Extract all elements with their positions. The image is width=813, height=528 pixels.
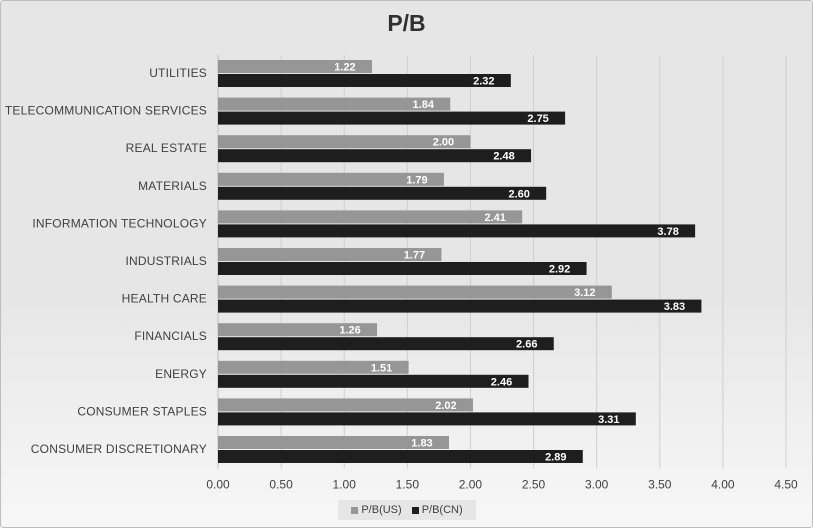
data-label: 2.60 <box>508 188 529 200</box>
bar-us <box>218 135 471 149</box>
data-label: 2.00 <box>433 137 454 149</box>
data-label: 3.78 <box>657 226 678 238</box>
legend-label-cn: P/B(CN) <box>421 504 463 516</box>
data-label: 1.22 <box>334 62 355 74</box>
bar-cn <box>218 299 702 313</box>
data-label: 2.66 <box>516 339 537 351</box>
data-label: 1.83 <box>411 438 432 450</box>
x-tick-label: 4.50 <box>774 478 798 492</box>
bar-cn <box>218 224 696 238</box>
chart-title: P/B <box>387 10 426 36</box>
data-label: 2.48 <box>493 151 514 163</box>
category-label: REAL ESTATE <box>126 141 207 155</box>
bar-cn <box>218 337 554 351</box>
data-label: 1.51 <box>371 362 392 374</box>
bar-cn <box>218 74 511 87</box>
data-label: 2.41 <box>484 212 505 224</box>
category-label: CONSUMER DISCRETIONARY <box>31 442 207 456</box>
x-tick-label: 2.00 <box>459 478 483 492</box>
bar-us <box>218 285 612 299</box>
category-label: FINANCIALS <box>134 329 207 343</box>
x-tick-label: 0.50 <box>269 478 293 492</box>
bar-us <box>218 323 378 337</box>
bar-cn <box>218 450 583 463</box>
bar-cn <box>218 186 547 200</box>
data-label: 2.89 <box>545 452 566 464</box>
category-label: ENERGY <box>155 367 207 381</box>
bar-us <box>218 360 409 374</box>
category-label: MATERIALS <box>138 179 207 193</box>
data-label: 2.75 <box>527 113 548 125</box>
data-label: 2.92 <box>549 264 570 276</box>
legend: P/B(US) P/B(CN) <box>338 500 476 520</box>
data-label: 3.83 <box>664 301 685 313</box>
bar-us <box>218 97 451 111</box>
bar-us <box>218 398 473 412</box>
bar-us <box>218 210 523 224</box>
data-label: 1.77 <box>404 250 425 262</box>
legend-item-cn: P/B(CN) <box>411 504 463 516</box>
x-tick-label: 4.00 <box>711 478 735 492</box>
data-label: 1.26 <box>339 325 360 337</box>
category-label: HEALTH CARE <box>122 292 207 306</box>
bar-cn <box>218 374 529 388</box>
legend-label-us: P/B(US) <box>361 504 402 516</box>
x-tick-label: 0.00 <box>206 478 230 492</box>
x-tick-label: 3.00 <box>585 478 609 492</box>
category-label: CONSUMER STAPLES <box>77 404 207 418</box>
legend-swatch-cn <box>411 506 419 514</box>
bar-us <box>218 436 449 449</box>
category-label: INFORMATION TECHNOLOGY <box>32 216 207 230</box>
category-label: TELECOMMUNICATION SERVICES <box>5 104 207 118</box>
legend-swatch-us <box>351 506 359 514</box>
category-label: UTILITIES <box>149 66 207 80</box>
data-label: 3.12 <box>574 287 595 299</box>
bar-us <box>218 60 372 73</box>
x-tick-label: 3.50 <box>648 478 672 492</box>
data-label: 2.46 <box>491 376 512 388</box>
bar-cn <box>218 111 566 125</box>
x-tick-label: 1.00 <box>333 478 357 492</box>
x-tick-label: 2.50 <box>522 478 546 492</box>
category-label: INDUSTRIALS <box>125 254 207 268</box>
x-tick-label: 1.50 <box>396 478 420 492</box>
bar-cn <box>218 412 636 426</box>
bar-cn <box>218 262 587 275</box>
bar-us <box>218 172 444 186</box>
data-label: 2.02 <box>435 400 456 412</box>
data-label: 3.31 <box>598 414 619 426</box>
bar-cn <box>218 149 532 163</box>
bar-us <box>218 248 442 261</box>
data-label: 2.32 <box>473 76 494 88</box>
data-label: 1.84 <box>413 99 435 111</box>
legend-item-us: P/B(US) <box>351 504 402 516</box>
data-label: 1.79 <box>406 174 427 186</box>
